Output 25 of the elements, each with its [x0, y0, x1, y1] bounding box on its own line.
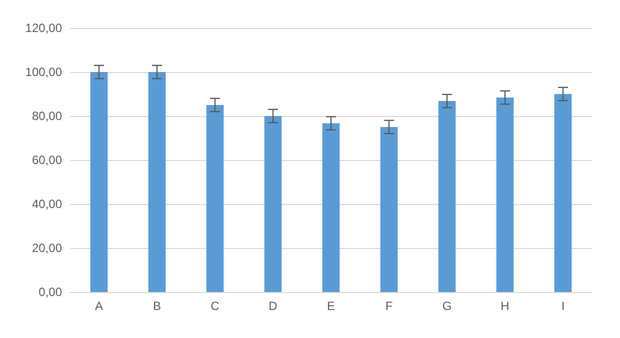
x-tick-label: D [268, 299, 278, 313]
x-tick-label: B [152, 299, 162, 313]
y-tick-label: 40,00 [32, 197, 62, 211]
y-tick-label: 80,00 [32, 109, 62, 123]
bar [554, 94, 572, 292]
x-tick-label: C [210, 299, 220, 313]
x-tick-label: G [442, 299, 452, 313]
x-tick-label: F [385, 299, 393, 313]
bar [438, 101, 456, 292]
x-tick-label: A [94, 299, 104, 313]
bar [496, 98, 514, 292]
bar [90, 72, 108, 292]
y-tick-label: 60,00 [32, 153, 62, 167]
bar [148, 72, 166, 292]
x-tick-label: I [561, 299, 565, 313]
bar [380, 127, 398, 292]
bar [264, 116, 282, 292]
y-tick-label: 0,00 [38, 285, 62, 299]
bar [322, 123, 340, 292]
y-tick-label: 100,00 [25, 65, 62, 79]
x-tick-label: H [500, 299, 510, 313]
y-tick-label: 20,00 [32, 241, 62, 255]
y-tick-label: 120,00 [25, 21, 62, 35]
bar [206, 105, 224, 292]
x-tick-label: E [326, 299, 336, 313]
